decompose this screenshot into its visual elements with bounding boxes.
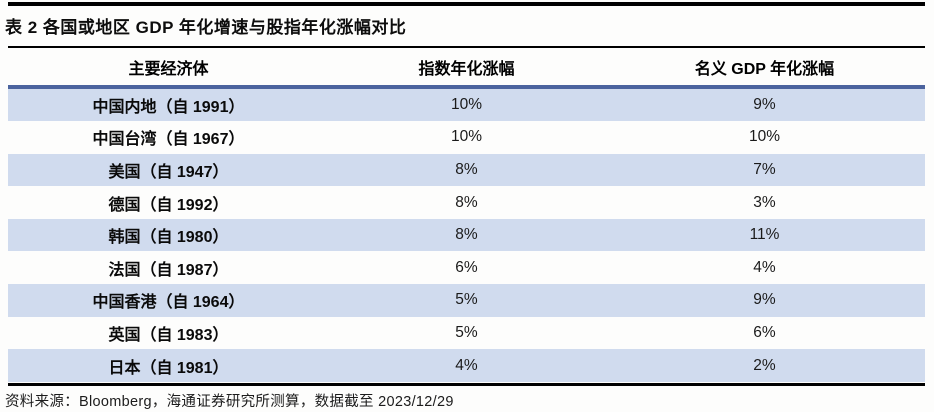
table-header-row: 主要经济体 指数年化涨幅 名义 GDP 年化涨幅 bbox=[8, 48, 925, 85]
header-underline-rule bbox=[8, 85, 925, 89]
bottom-rule bbox=[8, 383, 925, 386]
gdp-growth-value: 10% bbox=[748, 128, 781, 146]
index-return-value: 5% bbox=[455, 291, 478, 309]
column-header-economy: 主要经济体 bbox=[128, 60, 209, 78]
economy-label: 美国（自 1947） bbox=[108, 163, 229, 181]
index-return-value: 6% bbox=[455, 258, 478, 276]
data-table: 主要经济体 指数年化涨幅 名义 GDP 年化涨幅 中国内地（自 1991） 10… bbox=[8, 48, 925, 382]
top-rule bbox=[8, 2, 925, 6]
table-row: 美国（自 1947） 8% 7% bbox=[8, 153, 925, 187]
economy-label: 日本（自 1981） bbox=[108, 359, 229, 377]
index-return-value: 8% bbox=[455, 160, 478, 178]
index-return-value: 4% bbox=[455, 356, 478, 374]
gdp-growth-value: 7% bbox=[753, 160, 776, 178]
table-title: 表 2 各国或地区 GDP 年化增速与股指年化涨幅对比 bbox=[5, 18, 407, 37]
index-return-value: 8% bbox=[455, 226, 478, 244]
economy-label: 中国内地（自 1991） bbox=[92, 98, 245, 116]
column-header-index-return: 指数年化涨幅 bbox=[418, 60, 515, 78]
index-return-value: 10% bbox=[450, 128, 482, 146]
gdp-growth-value: 3% bbox=[753, 193, 776, 211]
index-return-value: 10% bbox=[450, 95, 482, 113]
index-return-value: 8% bbox=[455, 193, 478, 211]
table-row: 日本（自 1981） 4% 2% bbox=[8, 349, 925, 382]
economy-label: 韩国（自 1980） bbox=[108, 229, 229, 247]
economy-label: 德国（自 1992） bbox=[108, 196, 229, 214]
column-header-gdp-growth: 名义 GDP 年化涨幅 bbox=[694, 60, 835, 78]
table-row: 中国台湾（自 1967） 10% 10% bbox=[8, 121, 925, 154]
source-note: 资料来源：Bloomberg，海通证券研究所测算，数据截至 2023/12/29 bbox=[5, 394, 454, 410]
title-rule bbox=[8, 46, 925, 48]
index-return-value: 5% bbox=[455, 323, 478, 341]
gdp-growth-value: 4% bbox=[753, 258, 776, 276]
gdp-growth-value: 11% bbox=[749, 226, 780, 244]
gdp-growth-value: 2% bbox=[753, 356, 776, 374]
table-body: 中国内地（自 1991） 10% 9% 中国台湾（自 1967） 10% 10%… bbox=[8, 88, 925, 382]
gdp-growth-value: 6% bbox=[753, 323, 776, 341]
economy-label: 法国（自 1987） bbox=[108, 261, 229, 279]
table-row: 德国（自 1992） 8% 3% bbox=[8, 186, 925, 219]
table-row: 中国香港（自 1964） 5% 9% bbox=[8, 284, 925, 317]
table-row: 英国（自 1983） 5% 6% bbox=[8, 317, 925, 350]
economy-label: 中国香港（自 1964） bbox=[92, 294, 245, 312]
gdp-growth-value: 9% bbox=[753, 291, 776, 309]
economy-label: 中国台湾（自 1967） bbox=[92, 131, 245, 149]
table-row: 法国（自 1987） 6% 4% bbox=[8, 251, 925, 284]
table-row: 韩国（自 1980） 8% 11% bbox=[8, 218, 925, 252]
gdp-growth-value: 9% bbox=[753, 95, 776, 113]
economy-label: 英国（自 1983） bbox=[108, 326, 229, 344]
table-row: 中国内地（自 1991） 10% 9% bbox=[8, 88, 925, 122]
